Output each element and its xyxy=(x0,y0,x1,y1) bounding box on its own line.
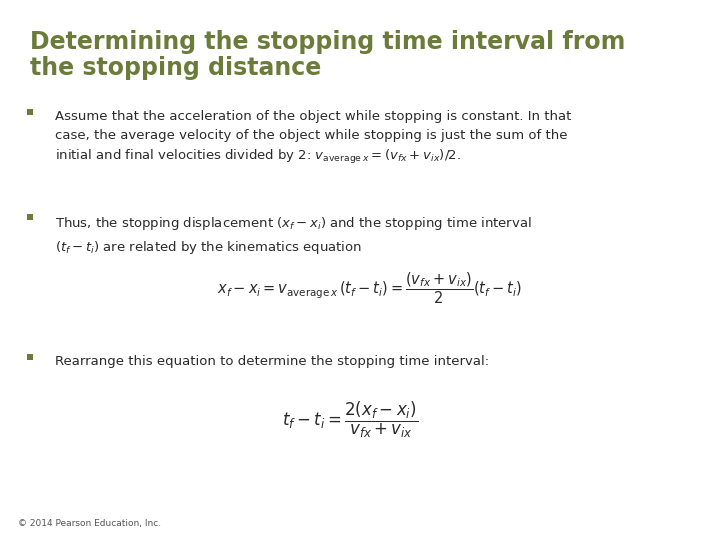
Text: Assume that the acceleration of the object while stopping is constant. In that
c: Assume that the acceleration of the obje… xyxy=(55,110,572,166)
Text: © 2014 Pearson Education, Inc.: © 2014 Pearson Education, Inc. xyxy=(18,519,161,528)
Text: $x_f - x_i = v_{\mathrm{average}\,x}\,(t_f - t_i) = \dfrac{(v_{fx} + v_{ix})}{2}: $x_f - x_i = v_{\mathrm{average}\,x}\,(t… xyxy=(217,270,523,306)
Text: Rearrange this equation to determine the stopping time interval:: Rearrange this equation to determine the… xyxy=(55,355,489,368)
Text: $t_f - t_i = \dfrac{2(x_f - x_i)}{v_{fx} + v_{ix}}$: $t_f - t_i = \dfrac{2(x_f - x_i)}{v_{fx}… xyxy=(282,400,418,440)
Text: the stopping distance: the stopping distance xyxy=(30,56,321,80)
Text: Thus, the stopping displacement $(x_f - x_i)$ and the stopping time interval
$(t: Thus, the stopping displacement $(x_f - … xyxy=(55,215,532,255)
Text: Determining the stopping time interval from: Determining the stopping time interval f… xyxy=(30,30,626,54)
